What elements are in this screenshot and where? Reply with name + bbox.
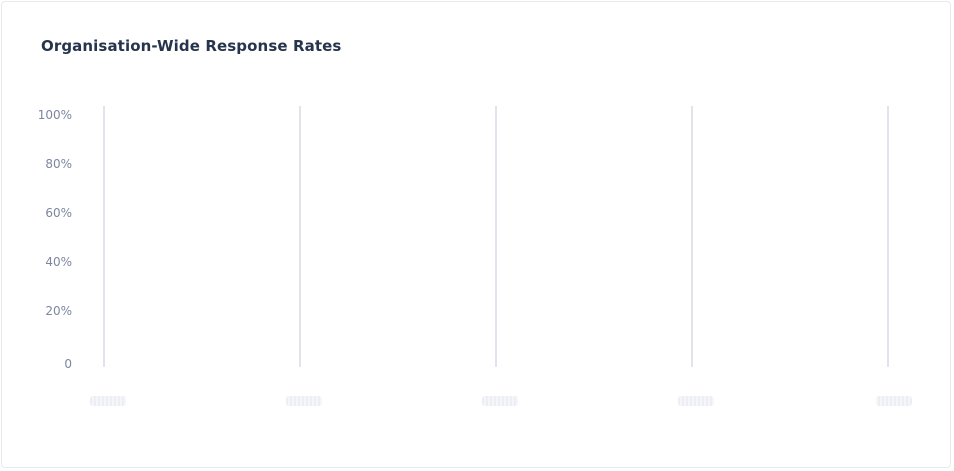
x-axis	[90, 396, 912, 406]
y-tick-label: 20%	[45, 304, 72, 318]
x-label-placeholder	[482, 396, 518, 406]
gridlines	[103, 106, 889, 367]
y-tick-label: 0	[64, 357, 72, 371]
y-tick-label: 100%	[38, 108, 72, 122]
y-tick-label: 60%	[45, 206, 72, 220]
y-tick-label: 40%	[45, 255, 72, 269]
y-tick-label: 80%	[45, 157, 72, 171]
chart-title: Organisation-Wide Response Rates	[41, 37, 342, 55]
y-axis: 0 20% 40% 60% 80% 100%	[38, 108, 72, 371]
x-label-placeholder	[90, 396, 126, 406]
x-label-placeholder	[678, 396, 714, 406]
x-label-placeholder	[876, 396, 912, 406]
x-label-placeholder	[286, 396, 322, 406]
